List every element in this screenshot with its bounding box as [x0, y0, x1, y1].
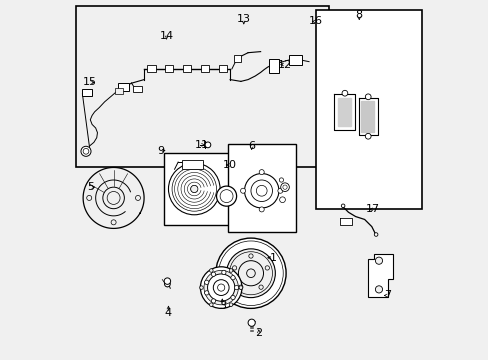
Text: 4: 4 [164, 309, 172, 318]
Bar [201, 65, 209, 72]
Bar [218, 65, 227, 72]
Circle shape [240, 188, 245, 193]
Bar [182, 160, 203, 169]
Circle shape [204, 280, 208, 284]
Text: 8: 8 [355, 10, 362, 20]
Bar [163, 153, 246, 225]
Text: 15: 15 [82, 77, 97, 87]
Text: 13: 13 [236, 14, 250, 24]
Circle shape [226, 249, 275, 298]
Circle shape [229, 269, 232, 272]
Text: 5: 5 [87, 182, 94, 192]
Circle shape [209, 303, 213, 306]
Text: 14: 14 [159, 31, 173, 41]
Circle shape [211, 272, 215, 276]
Bar [115, 88, 123, 94]
Bar [316, 10, 421, 209]
Circle shape [341, 204, 344, 208]
Bar [233, 55, 241, 62]
Text: 11: 11 [194, 140, 208, 150]
Circle shape [221, 301, 225, 305]
Polygon shape [367, 253, 392, 297]
Polygon shape [337, 98, 350, 126]
Bar [82, 89, 92, 96]
Polygon shape [358, 98, 377, 135]
Circle shape [229, 303, 232, 306]
Circle shape [164, 278, 170, 284]
Polygon shape [361, 101, 373, 132]
Circle shape [230, 275, 235, 280]
Text: 17: 17 [365, 204, 379, 215]
Circle shape [277, 188, 282, 193]
Circle shape [190, 185, 198, 193]
Text: 16: 16 [308, 17, 322, 27]
Circle shape [247, 319, 255, 326]
Circle shape [259, 207, 264, 212]
Circle shape [215, 238, 285, 309]
Circle shape [168, 163, 220, 215]
Bar [183, 65, 191, 72]
Text: 1: 1 [269, 253, 276, 263]
Circle shape [365, 134, 370, 139]
Circle shape [221, 270, 225, 275]
Circle shape [375, 286, 382, 293]
Circle shape [365, 94, 370, 100]
Circle shape [375, 257, 382, 264]
Bar [268, 59, 278, 73]
Polygon shape [333, 94, 354, 130]
Circle shape [204, 142, 210, 148]
Circle shape [209, 269, 213, 272]
Text: 12: 12 [278, 59, 292, 69]
Circle shape [216, 186, 236, 206]
Text: 6: 6 [248, 141, 255, 151]
Circle shape [259, 170, 264, 175]
Bar [132, 86, 142, 93]
Circle shape [207, 274, 234, 301]
Bar [76, 6, 328, 167]
Text: 2: 2 [255, 328, 262, 338]
Text: 7: 7 [384, 291, 391, 301]
Circle shape [164, 281, 170, 287]
Circle shape [341, 90, 347, 96]
Text: 9: 9 [158, 145, 164, 156]
Bar [164, 65, 173, 72]
Circle shape [373, 233, 377, 236]
Circle shape [230, 295, 235, 300]
Circle shape [280, 183, 289, 192]
Circle shape [199, 286, 203, 289]
Text: 10: 10 [222, 160, 236, 170]
Circle shape [239, 286, 242, 289]
Bar [118, 83, 129, 91]
Circle shape [204, 291, 208, 295]
Circle shape [211, 299, 215, 303]
Bar [289, 55, 301, 65]
Circle shape [81, 146, 91, 156]
Circle shape [203, 270, 238, 305]
Circle shape [244, 174, 278, 208]
Bar [228, 144, 296, 232]
Text: 3: 3 [218, 301, 225, 311]
Bar [147, 65, 155, 72]
Circle shape [200, 267, 242, 309]
Polygon shape [339, 218, 351, 225]
Circle shape [234, 285, 238, 290]
